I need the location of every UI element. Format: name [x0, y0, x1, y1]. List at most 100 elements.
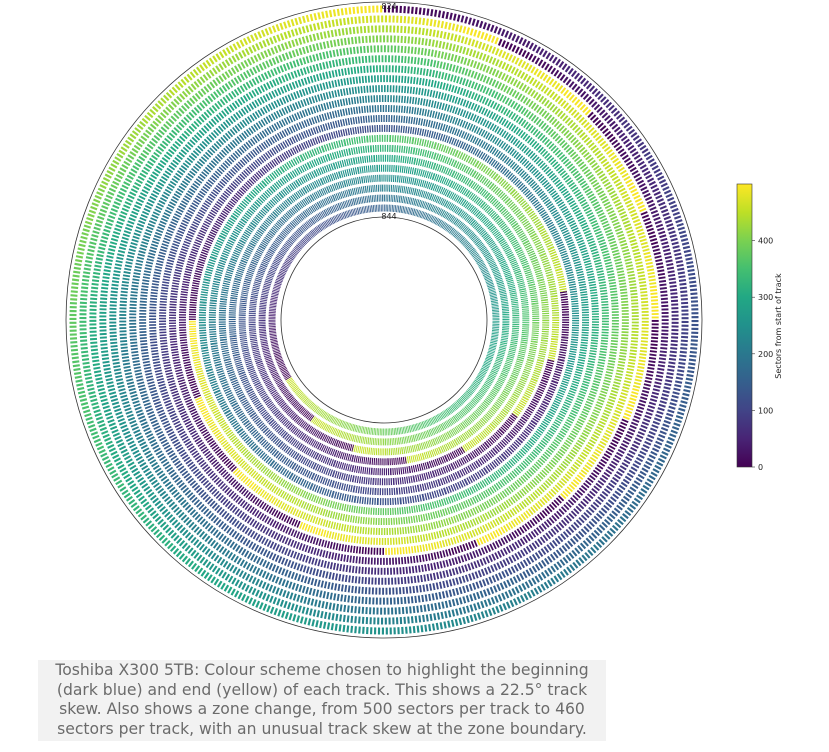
sector-block: [344, 625, 385, 635]
sector-block: [320, 433, 339, 447]
sector-block: [468, 417, 487, 435]
sector-block: [326, 551, 358, 564]
sector-block: [209, 235, 226, 260]
sector-block: [548, 226, 566, 251]
sector-block: [504, 198, 525, 220]
sector-block: [465, 395, 481, 412]
sector-block: [287, 162, 311, 180]
sector-block: [332, 582, 368, 595]
sector-block: [241, 142, 268, 164]
sector-block: [589, 286, 599, 314]
sector-block: [130, 343, 143, 376]
sector-block: [462, 26, 501, 46]
sector-block: [422, 7, 463, 23]
sector-block: [551, 118, 580, 147]
sector-block: [601, 309, 609, 338]
sector-block: [559, 291, 570, 315]
sector-block: [485, 498, 514, 519]
sector-block: [306, 425, 324, 440]
sector-block: [312, 17, 352, 31]
sector-block: [625, 178, 647, 214]
sector-block: [500, 327, 510, 344]
sector-block: [171, 194, 192, 223]
sector-block: [270, 101, 301, 121]
sector-block: [274, 499, 302, 518]
sector-block: [202, 389, 220, 414]
sector-block: [194, 395, 212, 422]
sector-block: [522, 240, 538, 262]
sector-block: [228, 298, 238, 318]
sector-block: [248, 494, 277, 516]
sector-block: [440, 92, 471, 109]
sector-block: [325, 540, 356, 554]
sector-block: [393, 115, 420, 125]
sector-block: [493, 114, 523, 136]
sector-block: [289, 211, 307, 228]
sector-block: [497, 27, 536, 51]
sector-block: [528, 283, 539, 304]
sector-block: [236, 71, 271, 94]
sector-block: [119, 282, 129, 316]
sector-block: [597, 337, 609, 366]
sector-block: [629, 418, 651, 454]
sector-block: [625, 226, 642, 260]
sector-block: [531, 302, 540, 323]
sector-block: [168, 544, 204, 575]
sector-block: [75, 377, 92, 418]
sector-block: [106, 442, 131, 480]
sector-block: [439, 81, 471, 98]
sector-block: [220, 238, 236, 261]
sector-block: [487, 223, 505, 243]
sector-block: [260, 249, 275, 268]
sector-block: [454, 150, 479, 167]
sector-block: [224, 410, 244, 434]
sector-block: [668, 273, 679, 311]
sector-block: [139, 338, 152, 370]
sector-block: [315, 453, 336, 467]
sector-block: [136, 411, 157, 444]
sector-block: [468, 441, 490, 460]
sector-block: [198, 325, 209, 349]
sector-block: [208, 456, 233, 482]
sector-block: [509, 189, 531, 211]
sector-block: [320, 171, 341, 185]
sector-block: [344, 5, 385, 15]
sector-block: [168, 65, 204, 96]
sector-block: [348, 185, 366, 197]
sector-block: [201, 557, 237, 585]
sector-block: [422, 617, 463, 633]
sector-block: [422, 557, 456, 572]
sector-block: [70, 261, 82, 301]
sector-block: [407, 531, 437, 544]
sector-block: [440, 531, 471, 548]
sector-block: [229, 219, 247, 242]
sector-block: [579, 390, 597, 419]
sector-block: [432, 162, 455, 177]
sector-block: [235, 556, 270, 580]
sector-block: [198, 302, 207, 326]
sector-block: [268, 540, 301, 560]
sector-block: [270, 370, 285, 388]
sector-block: [173, 103, 204, 134]
sector-block: [535, 158, 560, 184]
sector-block: [467, 519, 498, 539]
sector-block: [368, 194, 385, 203]
sector-block: [226, 430, 247, 454]
sector-block: [192, 224, 209, 251]
sector-block: [278, 222, 295, 240]
sector-block: [493, 504, 523, 526]
sector-block: [326, 36, 363, 49]
sector-block: [234, 260, 248, 281]
sector-block: [213, 205, 232, 230]
sector-block: [193, 113, 223, 141]
sector-block: [618, 187, 640, 222]
sector-block: [232, 27, 271, 51]
sector-block: [213, 258, 227, 281]
sector-block: [354, 85, 385, 94]
sector-block: [484, 155, 509, 176]
sector-block: [228, 317, 237, 338]
sector-block: [278, 441, 300, 460]
sector-block: [270, 338, 281, 354]
sector-block: [326, 414, 343, 427]
sector-block: [558, 248, 573, 274]
